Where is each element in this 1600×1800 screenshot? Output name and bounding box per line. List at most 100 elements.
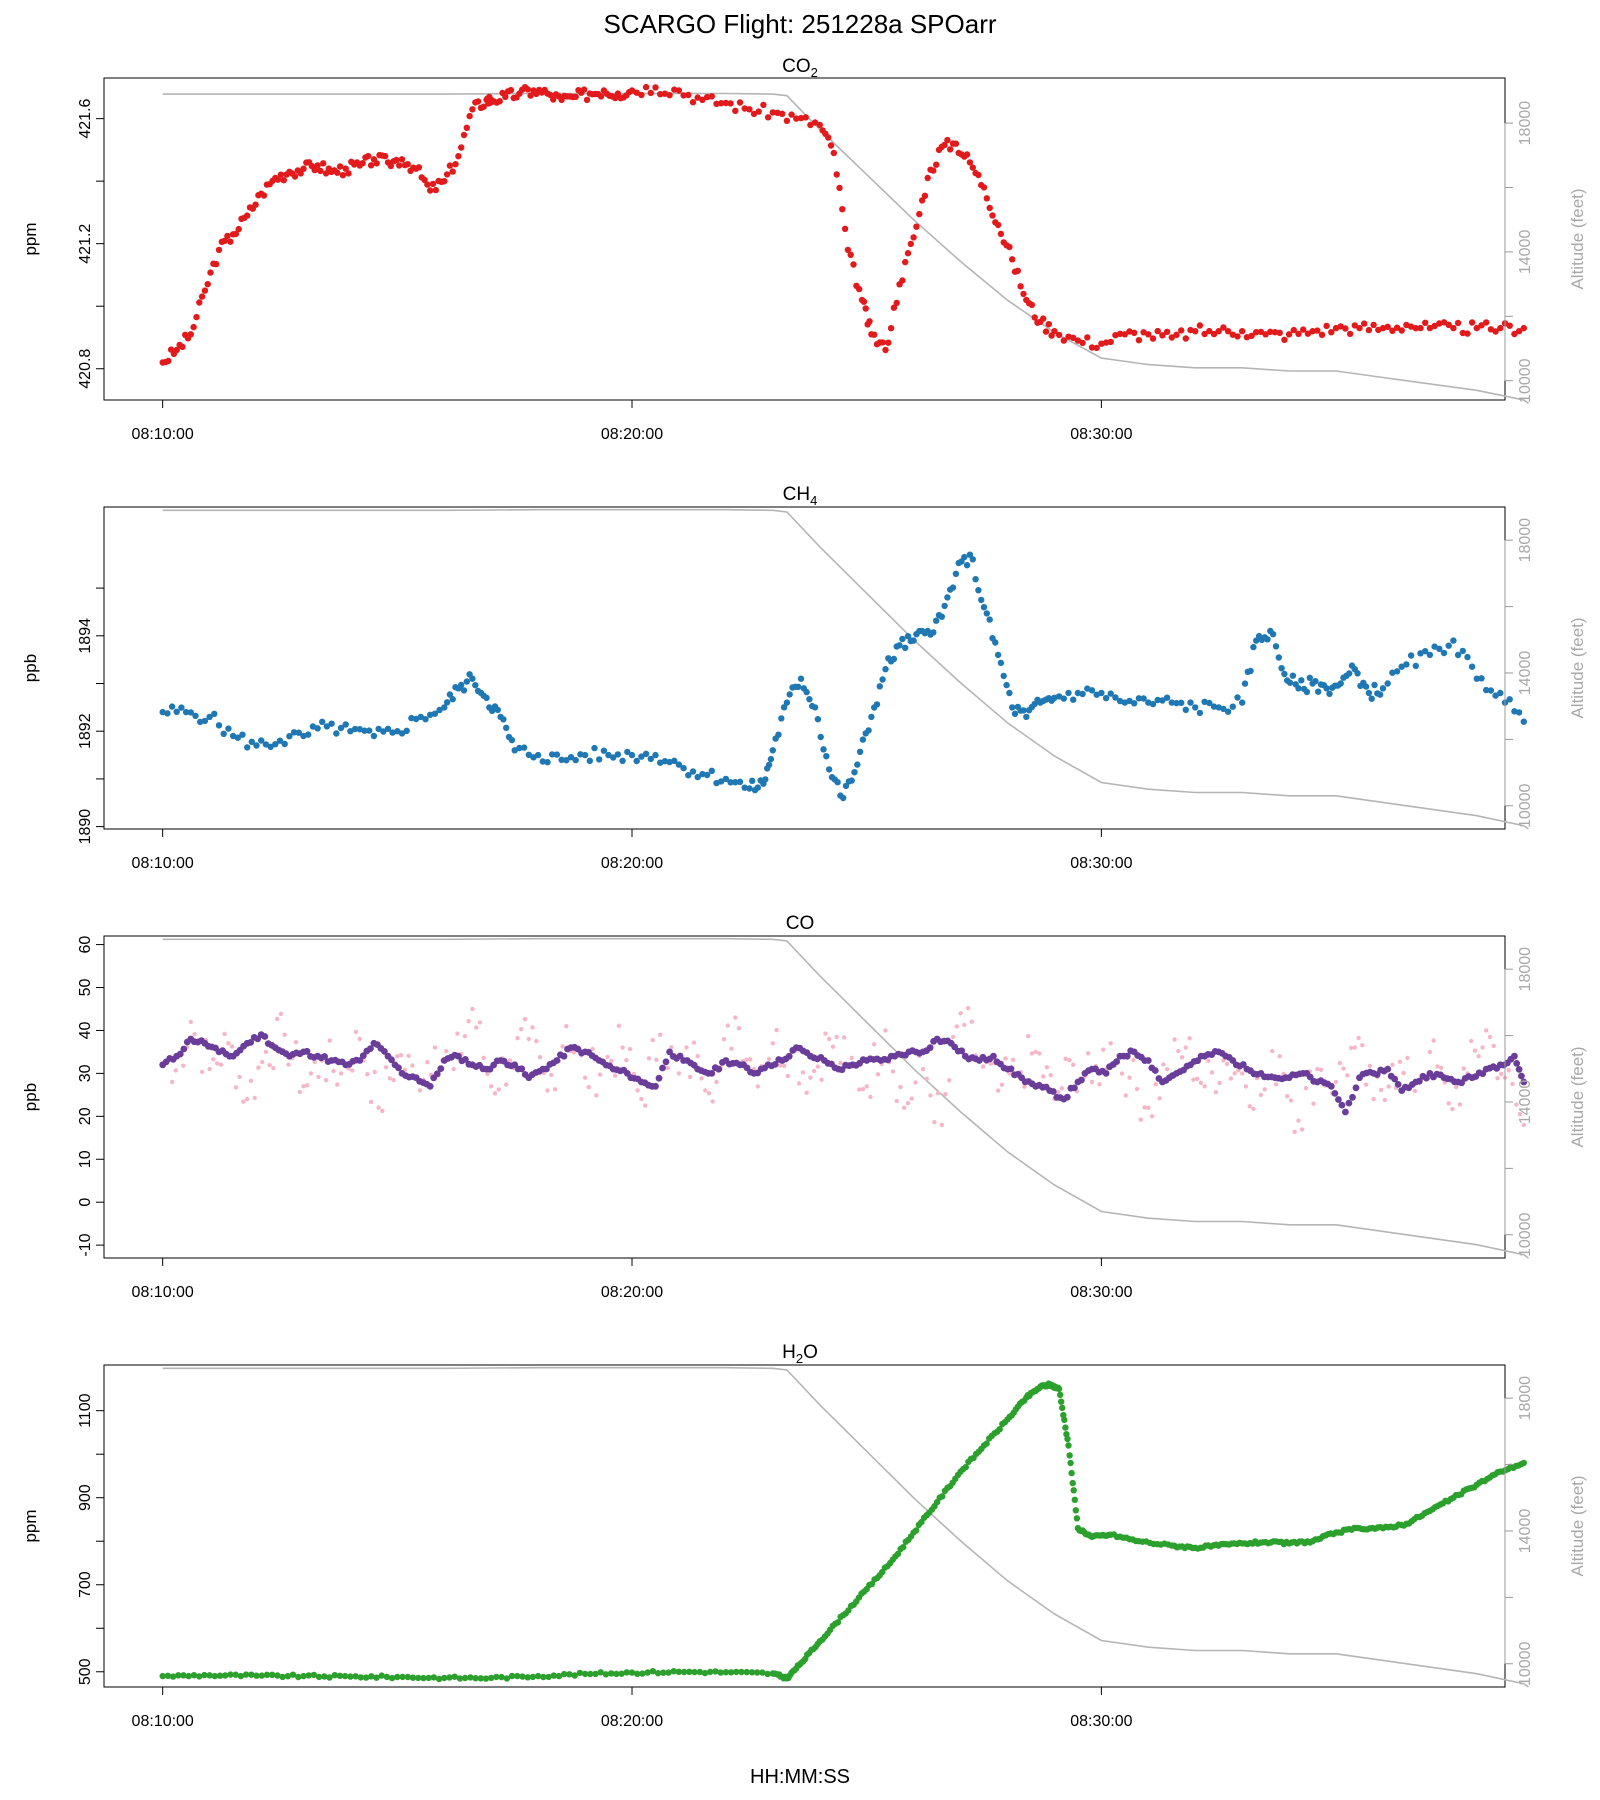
h2o-point xyxy=(628,1669,636,1676)
co-smooth-fill-point xyxy=(359,1052,367,1060)
co2-fill-point xyxy=(879,339,886,346)
ch4-fill-point xyxy=(351,725,359,733)
ch4-x-tick-label: 08:30:00 xyxy=(1070,855,1132,872)
co-smooth-point xyxy=(652,1082,659,1090)
ch4-fill-point xyxy=(1515,709,1523,716)
ch4-fill-point xyxy=(600,747,608,754)
ch4-point xyxy=(1426,651,1434,659)
ch4-fill-point xyxy=(337,724,345,732)
ch4-fill-point xyxy=(904,633,912,640)
co-smooth-fill-point xyxy=(1194,1057,1201,1065)
ch4-fill-point xyxy=(859,736,867,743)
co2-fill-point xyxy=(703,93,711,101)
ch4-fill-point xyxy=(1454,651,1462,659)
ch4-fill-point xyxy=(1112,694,1119,701)
co-smooth-fill-point xyxy=(1479,1070,1487,1078)
co2-fill-point xyxy=(1389,327,1396,334)
co-smooth-fill-point xyxy=(926,1044,934,1052)
co-raw-fill-point xyxy=(755,1084,760,1089)
ch4-point xyxy=(1403,661,1410,668)
co2-fill-point xyxy=(708,93,715,100)
co-raw-fill-point xyxy=(492,1091,498,1096)
co2-point xyxy=(924,174,931,182)
ch4-fill-point xyxy=(1306,674,1314,681)
ch4-fill-point xyxy=(290,729,298,736)
ch4-fill-point xyxy=(463,678,470,685)
co2-plot-frame xyxy=(103,77,1506,401)
co2-fill-point xyxy=(260,192,268,199)
ch4-fill-point xyxy=(398,730,406,737)
co-raw-point xyxy=(1521,1122,1527,1128)
ch4-fill-point xyxy=(472,682,479,689)
co-raw-fill-point xyxy=(778,1063,783,1068)
co2-point xyxy=(793,115,800,122)
co2-fill-point xyxy=(583,96,591,104)
co-raw-point xyxy=(1333,1079,1339,1085)
co-smooth-fill-point xyxy=(367,1045,374,1052)
co-raw-fill-point xyxy=(616,1023,622,1028)
h2o-fill-point xyxy=(1069,1479,1076,1487)
ch4-fill-point xyxy=(239,731,246,738)
co-raw-fill-point xyxy=(1517,1111,1523,1117)
co-raw-fill-point xyxy=(748,1057,753,1062)
co-smooth-fill-point xyxy=(1345,1099,1353,1107)
ch4-fill-point xyxy=(164,710,171,717)
co2-fill-point xyxy=(1346,330,1354,338)
ch4-fill-point xyxy=(856,748,864,755)
co2-fill-point xyxy=(196,299,203,306)
h2o-fill-point xyxy=(717,1669,724,1676)
co2-fill-point xyxy=(921,192,929,199)
co2-fill-point xyxy=(890,304,898,311)
co-raw-fill-point xyxy=(218,1062,224,1067)
co2-fill-point xyxy=(1163,328,1171,335)
co-raw-fill-point xyxy=(605,1054,610,1060)
ch4-point xyxy=(581,751,589,759)
h2o-fill-point xyxy=(409,1674,417,1681)
ch4-fill-point xyxy=(178,704,185,711)
co-raw-point xyxy=(658,1032,663,1037)
co2-fill-point xyxy=(779,110,786,118)
ch4-y-tick-label: 1890 xyxy=(77,809,94,845)
co-raw-fill-point xyxy=(222,1031,227,1037)
ch4-fill-point xyxy=(572,756,579,764)
co-raw-fill-point xyxy=(481,1055,486,1061)
co-raw-fill-point xyxy=(1499,1071,1504,1077)
co2-fill-point xyxy=(373,160,380,167)
co-raw-fill-point xyxy=(1303,1086,1309,1091)
co2-x-axis: 08:10:00 08:20:00 08:30:00 xyxy=(132,400,1133,443)
co-raw-fill-point xyxy=(1495,1076,1500,1081)
h2o-fill-point xyxy=(211,1672,218,1680)
ch4-altitude-tick-label: 14000 xyxy=(1517,651,1534,696)
h2o-panel: H2O 500 700 900 1100 10000 14000 18000 08:10:… xyxy=(21,1342,1587,1730)
co2-fill-point xyxy=(1017,283,1024,290)
co2-fill-point xyxy=(466,112,473,120)
co-raw-fill-point xyxy=(965,1005,971,1011)
co-smooth-fill-point xyxy=(1113,1058,1120,1065)
co2-fill-point xyxy=(1478,322,1485,329)
co2-fill-point xyxy=(452,161,459,168)
co2-fill-point xyxy=(825,134,832,141)
co2-fill-point xyxy=(1459,329,1467,337)
co2-fill-point xyxy=(642,83,650,91)
ch4-fill-point xyxy=(539,758,546,765)
co-raw-fill-point xyxy=(913,1080,918,1085)
co2-point xyxy=(455,153,462,160)
co2-fill-point xyxy=(989,212,996,219)
co-smooth-point xyxy=(553,1057,561,1064)
ch4-fill-point xyxy=(1436,645,1443,652)
co-raw-point xyxy=(714,1079,719,1085)
co-raw-fill-point xyxy=(534,1038,539,1044)
co-raw-point xyxy=(695,1054,700,1059)
ch4-fill-point xyxy=(647,755,654,763)
co2-fill-point xyxy=(524,86,531,93)
co2-fill-point xyxy=(1328,329,1335,336)
ch4-point xyxy=(652,751,659,759)
co-raw-point xyxy=(357,1036,362,1042)
co-raw-fill-point xyxy=(643,1103,648,1108)
ch4-fill-point xyxy=(314,725,321,732)
co2-point xyxy=(314,162,321,169)
ch4-fill-point xyxy=(1393,668,1401,675)
co-smooth-fill-point xyxy=(662,1058,670,1066)
ch4-point xyxy=(483,694,490,701)
